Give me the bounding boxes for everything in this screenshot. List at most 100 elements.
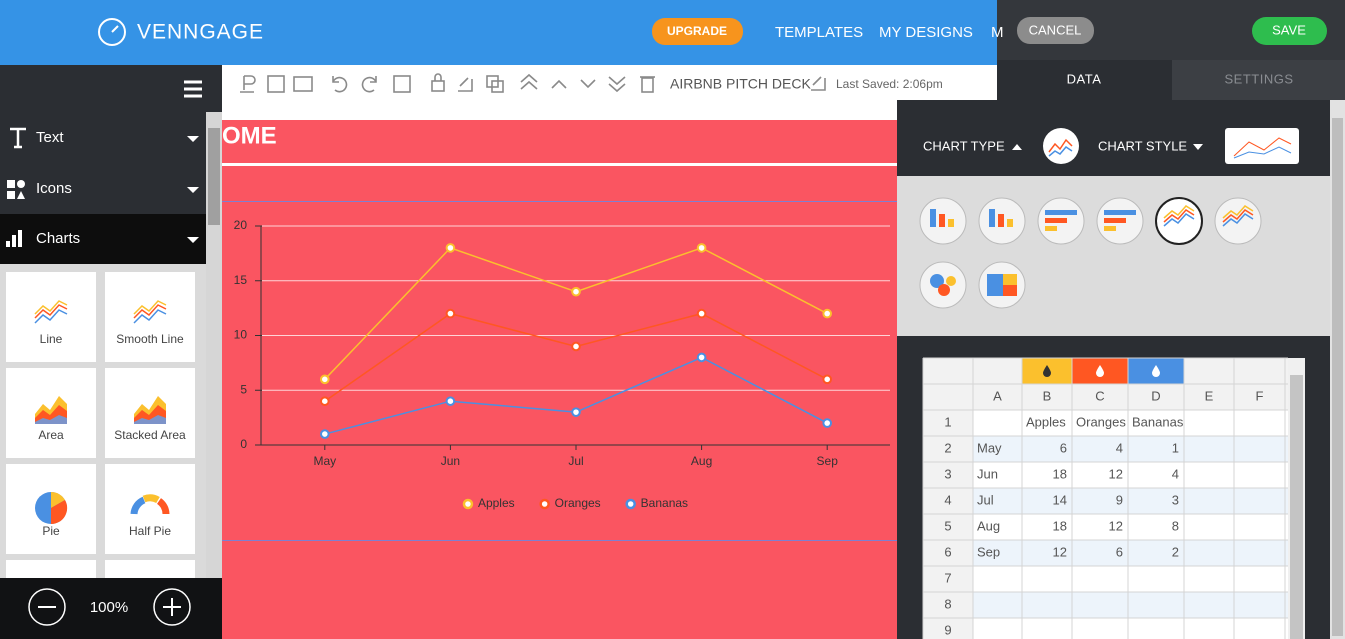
column-letter: A: [993, 388, 1002, 403]
row-number: 6: [944, 544, 951, 559]
thumb-glyph: [134, 415, 166, 424]
legend-label: Oranges: [555, 496, 601, 510]
option-glyph: [1104, 226, 1116, 231]
thumb-glyph: [142, 494, 160, 504]
save-button[interactable]: [1252, 17, 1327, 45]
cell: 8: [1172, 518, 1179, 533]
legend-label: Apples: [478, 496, 515, 510]
hamburger[interactable]: [184, 80, 202, 98]
zoom-in-glyph: [163, 598, 181, 616]
save-label: SAVE: [1272, 22, 1306, 37]
chart-card-label: Area: [38, 428, 64, 442]
data-point: [822, 418, 833, 428]
cell: 4: [1116, 440, 1123, 455]
row-number: 2: [944, 440, 951, 455]
cell: 9: [1116, 492, 1123, 507]
cancel-button[interactable]: [1017, 17, 1094, 44]
data-point: [822, 374, 833, 385]
chart-card[interactable]: [105, 272, 195, 362]
thumb-glyph: [133, 309, 167, 324]
nav-link: TEMPLATES: [775, 24, 863, 41]
option-glyph: [939, 214, 945, 227]
option-glyph: [1222, 209, 1254, 223]
chart-card-label: Half Pie: [129, 524, 171, 538]
cell: Bananas: [1132, 414, 1184, 429]
option-glyph: [1163, 205, 1195, 219]
option-glyph: [1104, 210, 1136, 215]
preview-glyph: [1048, 138, 1073, 153]
menu-item: Charts: [36, 230, 80, 247]
settings-tab[interactable]: [1172, 60, 1345, 100]
thumb-glyph: [156, 498, 170, 515]
thumb-glyph: [51, 500, 68, 525]
x-tick-label: Jun: [441, 454, 460, 468]
selection-edge: [222, 540, 897, 541]
zoom-out[interactable]: [28, 588, 66, 626]
chart-type-preview[interactable]: [1043, 128, 1079, 164]
chart-type-label: CHART TYPE: [923, 138, 1005, 153]
chart-card-label: Pie: [42, 524, 60, 538]
chart-card[interactable]: [105, 560, 195, 578]
zoom-in[interactable]: [153, 588, 191, 626]
x-tick-label: Sep: [817, 454, 839, 468]
option-glyph: [930, 274, 944, 288]
chart-card[interactable]: [6, 272, 96, 362]
logo-hand: [111, 25, 119, 33]
chart-card[interactable]: [6, 560, 96, 578]
option-glyph: [1003, 285, 1017, 296]
option-glyph: [1222, 213, 1254, 227]
logo-text: VENNGAGE: [137, 21, 264, 44]
top-bar: [0, 0, 997, 65]
chart-card[interactable]: [105, 464, 195, 554]
content: VENNGAGE UPGRADE TEMPLATES MY DESIGNS M CANCE…: [6, 21, 1306, 639]
menu-item: Icons: [36, 180, 72, 197]
cell: 14: [1053, 492, 1067, 507]
data-point: [320, 429, 330, 439]
data-tab[interactable]: [997, 60, 1172, 100]
icons-icon: [17, 180, 25, 188]
upgrade-button[interactable]: [652, 18, 743, 45]
data-point: [445, 396, 456, 407]
toolbar-icons: [240, 73, 826, 93]
y-tick-label: 0: [240, 437, 247, 451]
row-number: 1: [944, 414, 951, 429]
legend-label: Bananas: [641, 496, 688, 510]
thumb-glyph: [34, 300, 68, 315]
option-glyph: [1222, 205, 1254, 219]
text-icon: [10, 127, 26, 149]
nav-link: M: [991, 24, 1004, 41]
option-glyph: [1045, 218, 1067, 223]
cell: 1: [1172, 440, 1179, 455]
data-point: [696, 308, 707, 319]
option-glyph: [930, 209, 936, 227]
option-glyph: [1003, 274, 1017, 285]
option-glyph: [989, 209, 995, 227]
chart-style-preview[interactable]: [1225, 128, 1299, 164]
option-glyph: [1045, 210, 1077, 215]
caret: [187, 136, 199, 243]
droplet: [1043, 365, 1051, 377]
row-stripe: [973, 488, 1288, 514]
option-glyph: [1007, 219, 1013, 227]
panel-scroll-thumb: [1332, 118, 1343, 636]
option-glyph: [948, 219, 954, 227]
tab-label: SETTINGS: [1224, 71, 1293, 86]
style-glyph: [1233, 146, 1292, 159]
icons-icon: [7, 191, 15, 199]
data-point: [571, 341, 581, 352]
style-glyph: [1233, 137, 1292, 157]
icons-icon: [7, 180, 15, 188]
toolbar: [222, 65, 997, 100]
chart-card-label: Smooth Line: [116, 332, 184, 346]
nav-link: MY DESIGNS: [879, 24, 973, 41]
data-point: [696, 352, 707, 363]
column-letter: E: [1205, 388, 1214, 403]
active-menu: [0, 214, 206, 264]
cell: May: [977, 440, 1002, 455]
canvas: [222, 120, 897, 639]
cell: Jun: [977, 466, 998, 481]
row-number: 4: [944, 492, 951, 507]
data-point: [571, 286, 581, 297]
